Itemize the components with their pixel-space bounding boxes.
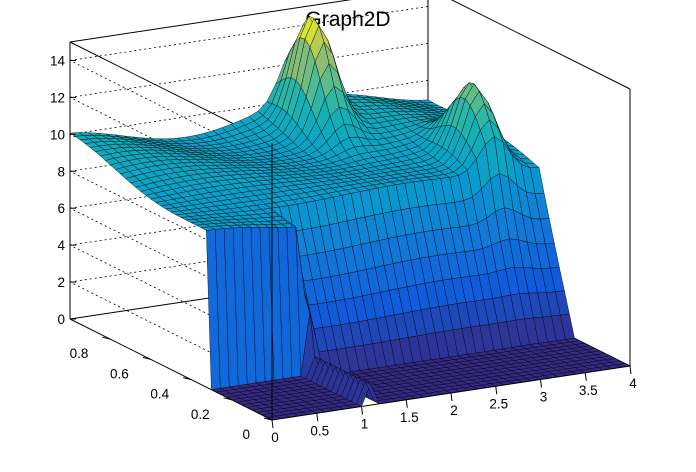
x-tick-mark — [271, 419, 274, 429]
z-tick-label: 6 — [57, 201, 65, 216]
z-tick-label: 10 — [50, 127, 65, 142]
y-tick-label: 0.6 — [110, 366, 129, 381]
grid-line-z — [69, 43, 429, 98]
y-tick-mark — [142, 356, 151, 360]
x-tick-mark — [316, 413, 319, 422]
y-tick-label: 0 — [242, 427, 250, 442]
axis-ticks: 0 0.5 1 1.5 2 2.5 3 3.5 4 0 0.2 0.4 0.6 0.8 0 2 4 6 8 10 12 1… — [50, 53, 637, 445]
back-top-edge — [69, 0, 352, 43]
z-tick-label: 0 — [57, 312, 65, 327]
x-tick-mark — [405, 399, 408, 408]
x-tick-label: 3.5 — [579, 383, 598, 398]
x-tick-label: 2 — [450, 403, 458, 418]
right-top-edge — [450, 0, 631, 90]
x-tick-mark — [361, 406, 363, 415]
y-tick-label: 0.8 — [70, 346, 89, 361]
x-tick-label: 0.5 — [310, 423, 329, 438]
x-tick-label: 4 — [629, 376, 637, 391]
grid-line-z — [69, 6, 429, 61]
y-tick-label: 0.2 — [191, 407, 210, 422]
grid-line-z — [69, 79, 429, 135]
y-tick-mark — [263, 417, 273, 421]
z-tick-label: 2 — [57, 275, 65, 290]
x-tick-mark — [450, 392, 453, 402]
z-tick-label: 14 — [50, 53, 66, 68]
y-tick-mark — [223, 397, 232, 401]
x-tick-label: 2.5 — [489, 396, 508, 411]
x-tick-label: 1 — [361, 417, 369, 432]
surface-mesh — [69, 15, 631, 421]
z-tick-label: 4 — [57, 238, 65, 253]
x-tick-mark — [495, 386, 498, 395]
chart-title: Graph2D — [305, 8, 390, 31]
x-tick-mark — [629, 365, 632, 375]
x-tick-mark — [540, 379, 542, 388]
x-tick-label: 1.5 — [400, 410, 419, 425]
y-tick-mark — [102, 336, 111, 340]
x-tick-label: 3 — [540, 390, 548, 405]
y-tick-label: 0.4 — [150, 387, 169, 402]
x-tick-label: 0 — [271, 430, 279, 445]
z-tick-label: 8 — [57, 164, 65, 179]
x-tick-mark — [584, 372, 587, 381]
y-tick-mark — [183, 377, 192, 381]
z-tick-label: 12 — [50, 90, 65, 105]
y-axis-line — [69, 318, 273, 421]
